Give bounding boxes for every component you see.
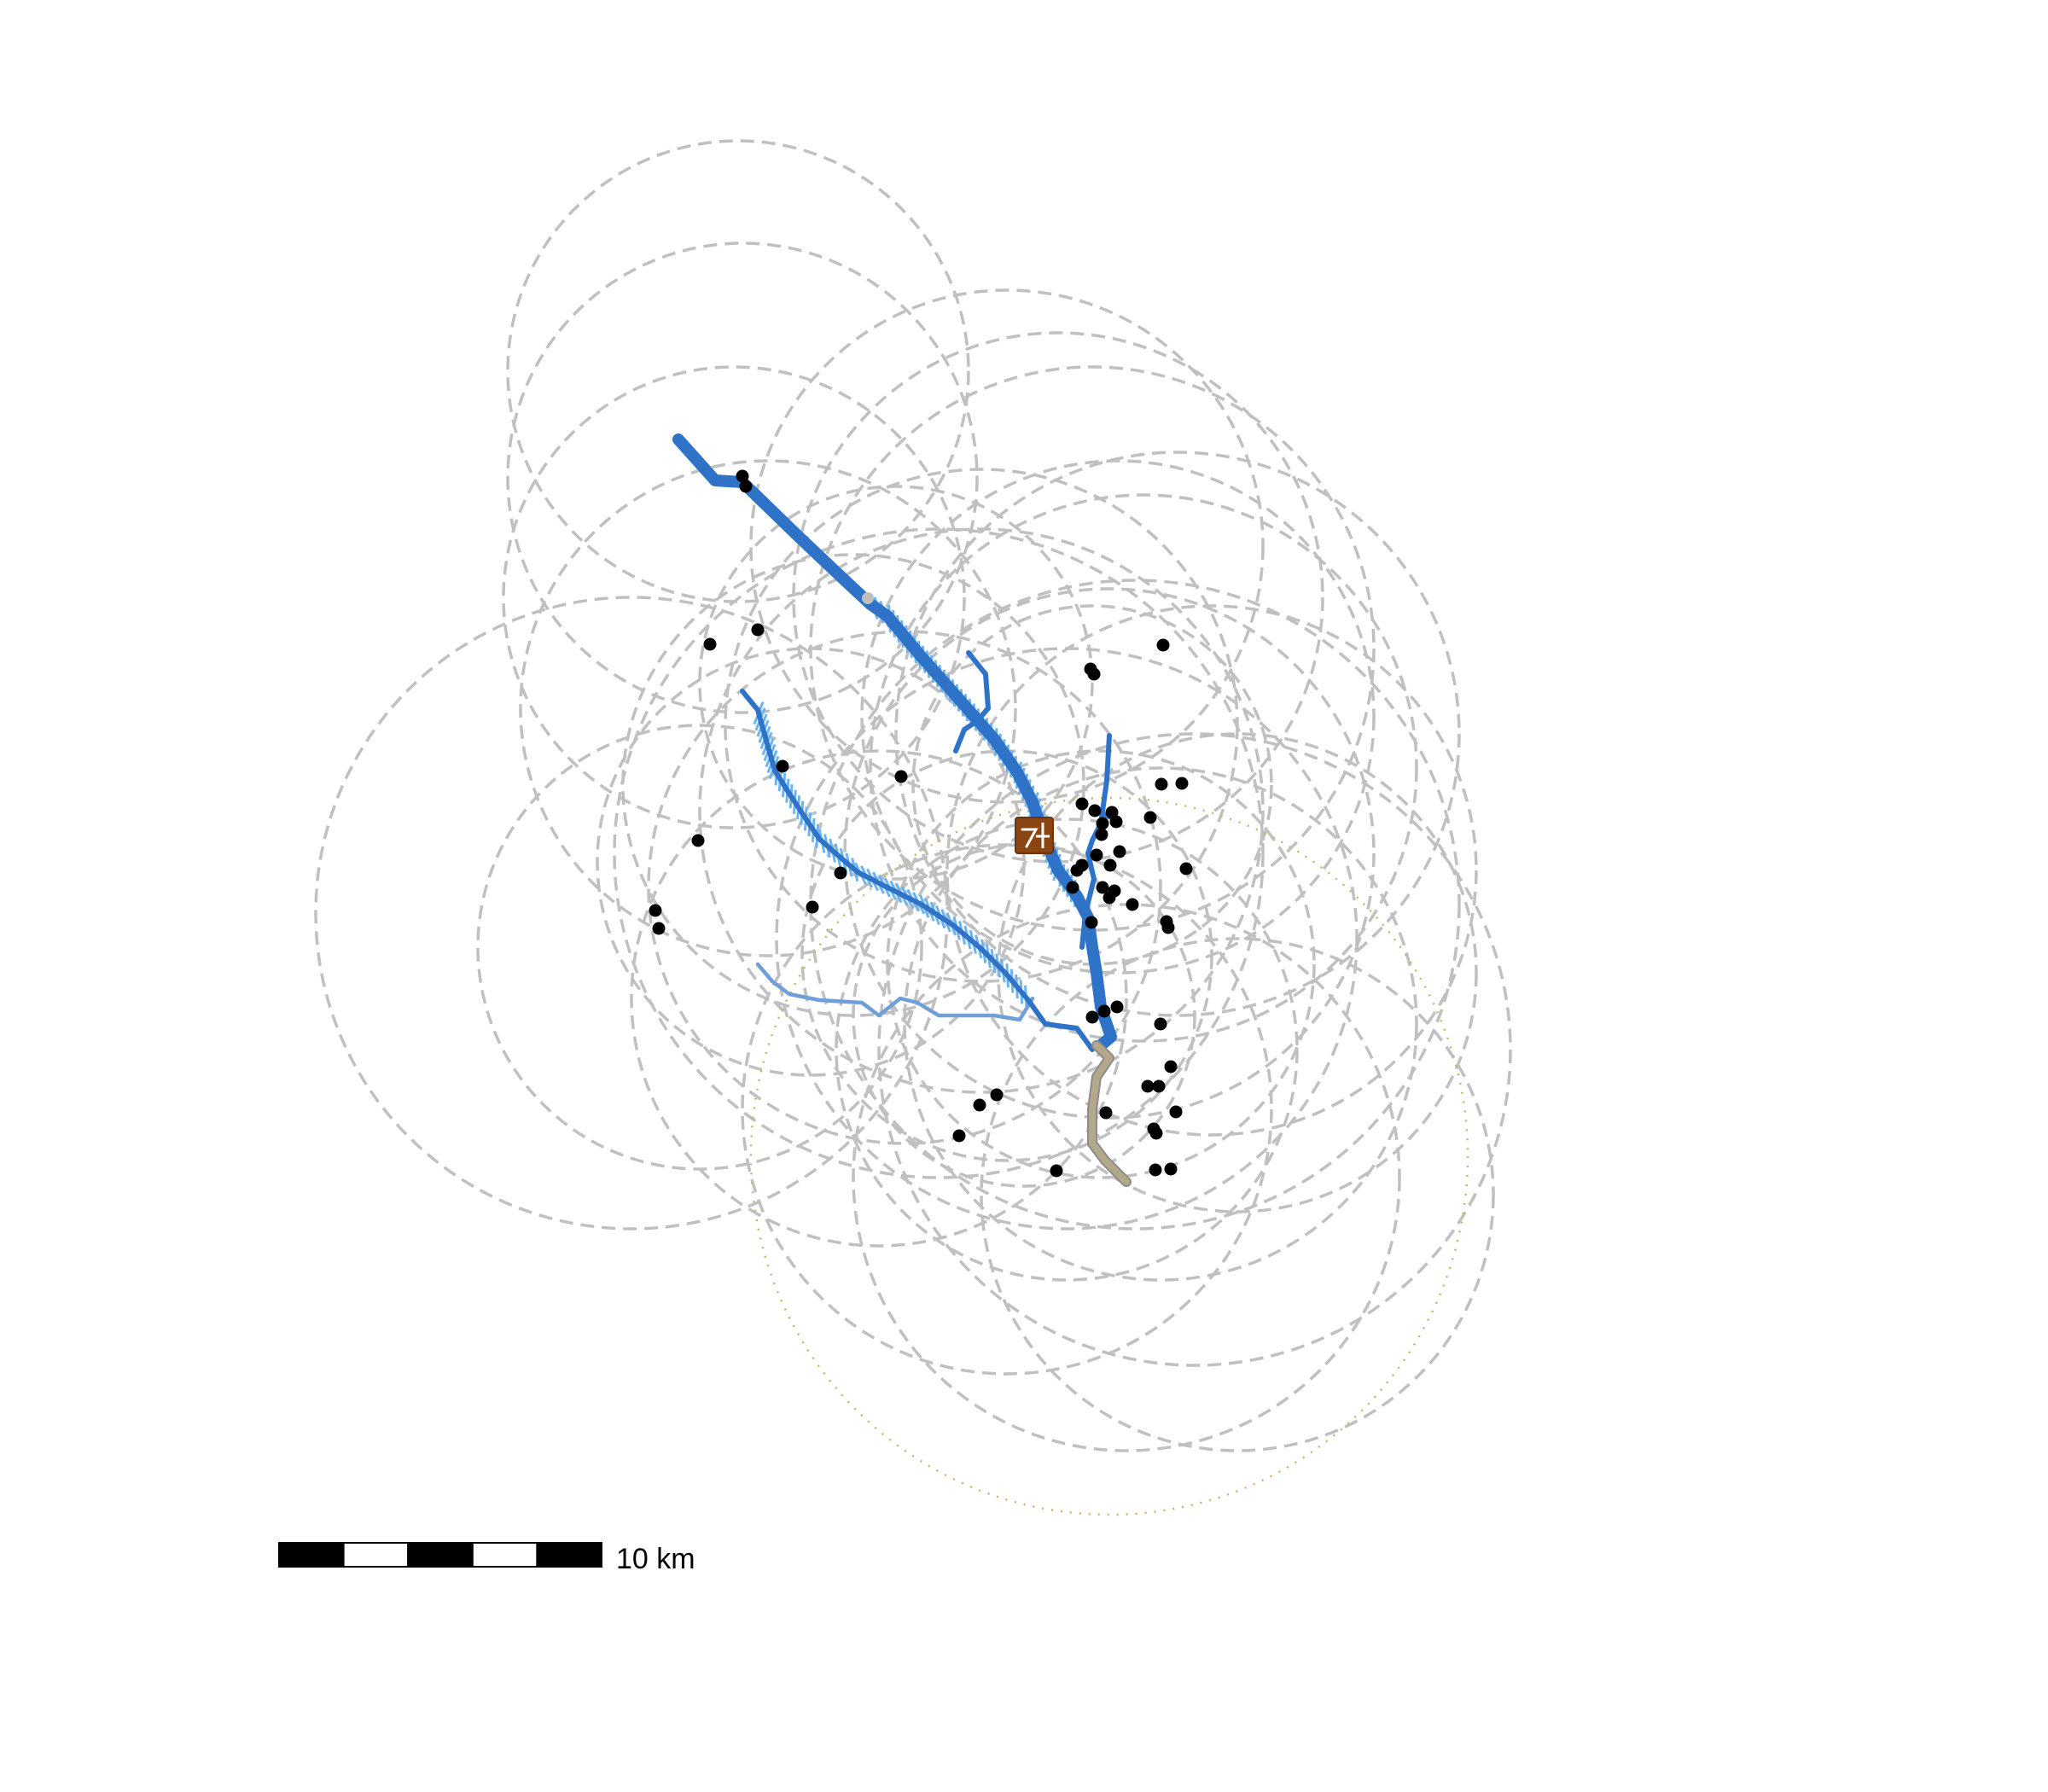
range-ring [877, 732, 1512, 1367]
range-ring [613, 527, 1265, 1179]
site-point [1088, 804, 1102, 817]
site-point [1149, 1163, 1162, 1177]
site-point [1085, 916, 1098, 929]
range-ring [886, 749, 1316, 1179]
range-ring [596, 647, 1026, 1077]
north-tributary [953, 650, 991, 753]
site-point [652, 922, 666, 935]
range-ring [809, 579, 1461, 1231]
site-point [1175, 777, 1189, 790]
scale-bar-segment [536, 1542, 603, 1568]
range-ring [945, 604, 1478, 1137]
site-point [739, 480, 753, 493]
site-point [751, 623, 765, 637]
main-river [672, 433, 1117, 1051]
site-point [1070, 864, 1084, 877]
site-point [1152, 1079, 1166, 1093]
site-point [1156, 638, 1170, 652]
range-ring [997, 732, 1478, 1213]
scale-bar: 10 km [278, 1542, 695, 1575]
range-ring [741, 843, 1273, 1376]
range-ring [519, 459, 1017, 957]
site-point [1141, 1079, 1155, 1093]
site-point [1164, 1162, 1178, 1176]
site-point [952, 1129, 966, 1143]
site-point [1161, 921, 1175, 934]
landmark-icon-glyph [1021, 828, 1039, 848]
site-point [1090, 848, 1103, 862]
west-river [740, 689, 1095, 1052]
site-point [1087, 667, 1101, 681]
scale-bar-segment [407, 1542, 474, 1568]
range-ring [698, 527, 1265, 1094]
range-ring [698, 485, 1094, 881]
minor-river [755, 962, 1035, 1022]
dry-channel-fill [1089, 1042, 1130, 1185]
site-point [776, 759, 789, 773]
site-point [1109, 815, 1123, 829]
site-point [1097, 1004, 1111, 1018]
landmark-icon [1015, 817, 1054, 854]
site-point [973, 1098, 986, 1112]
range-ring [903, 766, 1418, 1282]
site-point [1169, 1105, 1183, 1119]
site-point [1179, 862, 1193, 876]
range-ring [621, 553, 1085, 1017]
site-point [1103, 891, 1116, 905]
site-point [1149, 1126, 1163, 1140]
range-ring [749, 288, 1265, 804]
site-point [1110, 1000, 1124, 1014]
scale-bar-segment [342, 1542, 410, 1568]
site-point [1096, 817, 1109, 830]
site-point [894, 770, 908, 783]
gray-point [862, 592, 874, 604]
scale-bar-label: 10 km [616, 1543, 695, 1575]
site-point [1103, 858, 1117, 872]
range-ring [506, 241, 979, 714]
range-ring [980, 937, 1495, 1452]
range-rings [314, 139, 1512, 1452]
site-point [649, 904, 662, 917]
site-point [1155, 777, 1168, 791]
site-point [1095, 828, 1108, 841]
range-ring [894, 451, 1461, 1017]
site-point [1154, 1017, 1167, 1031]
range-ring [852, 843, 1196, 1188]
site-point [1099, 1106, 1113, 1120]
site-point [736, 469, 749, 483]
site-point [1085, 1010, 1099, 1024]
site-point [703, 637, 717, 651]
site-point [1050, 1164, 1063, 1178]
dotted-boundary [749, 796, 1469, 1516]
study-boundary [749, 796, 1469, 1516]
range-ring [502, 365, 966, 829]
site-point [1066, 881, 1079, 894]
site-point [990, 1088, 1004, 1102]
site-points [649, 469, 1193, 1178]
site-point [1143, 811, 1157, 824]
site-point [1075, 797, 1089, 811]
site-point [1126, 898, 1139, 911]
range-ring [630, 749, 1128, 1248]
site-point [1164, 1060, 1178, 1073]
site-point [691, 834, 705, 847]
scale-bar-segment [278, 1542, 345, 1568]
scale-bar-segment [471, 1542, 538, 1568]
site-point [834, 866, 847, 880]
range-ring [860, 459, 1376, 975]
range-ring [506, 139, 970, 603]
site-point [1096, 881, 1109, 894]
site-point [806, 900, 819, 914]
site-point [1113, 845, 1126, 858]
dry-channel [1087, 1040, 1132, 1187]
